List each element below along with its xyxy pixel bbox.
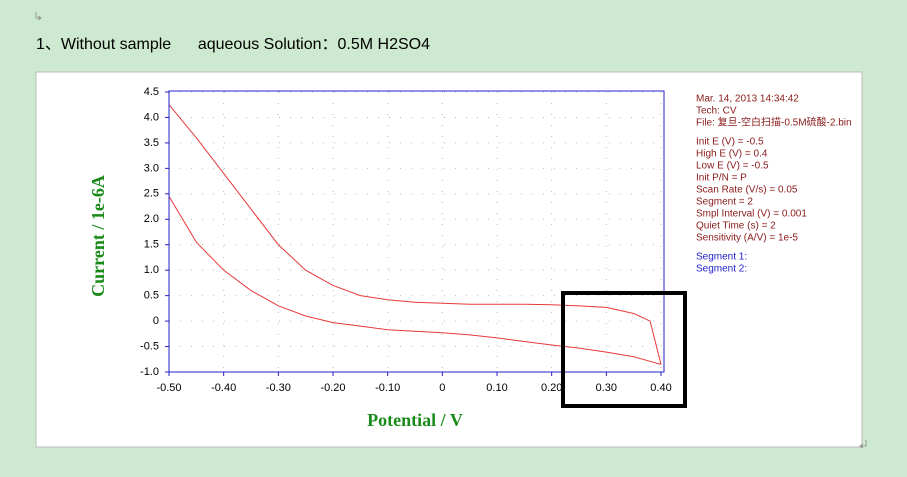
y-tick-label: 1.5 — [144, 239, 159, 251]
info-line: Quiet Time (s) = 2 — [696, 221, 776, 232]
y-tick-label: -0.5 — [140, 340, 159, 352]
info-line: Smpl Interval (V) = 0.001 — [696, 209, 807, 220]
info-line: Scan Rate (V/s) = 0.05 — [696, 185, 798, 196]
y-tick-label: 3.0 — [144, 162, 159, 174]
paragraph-mark — [859, 440, 867, 449]
plot-frame — [168, 90, 665, 373]
x-tick-label: 0.10 — [486, 382, 507, 394]
y-tick-label: 0 — [153, 315, 159, 327]
x-tick-label: -0.20 — [320, 382, 345, 394]
x-tick-label: -0.50 — [156, 382, 181, 394]
x-tick-label: 0.30 — [596, 382, 617, 394]
x-tick-label: 0 — [439, 382, 445, 394]
y-tick-label: 2.5 — [144, 188, 159, 200]
info-line: File: 复旦-空白扫描-0.5M硫酸-2.bin — [696, 116, 852, 129]
y-tick-label: 0.5 — [144, 290, 159, 302]
info-line: Tech: CV — [696, 106, 737, 117]
plot: 4.5 4.0 3.5 3.0 2.5 2.0 1.5 1.0 0.5 0 -0.5 -1.0 -0.5… — [140, 86, 672, 394]
info-line: High E (V) = 0.4 — [696, 149, 768, 160]
info-line: Init P/N = P — [696, 173, 747, 184]
x-axis-label: Potential / V — [367, 410, 463, 430]
y-tick-label: -1.0 — [140, 366, 159, 378]
x-tick-label: -0.10 — [375, 382, 400, 394]
info-line: Low E (V) = -0.5 — [696, 161, 769, 172]
y-tick-label: 2.0 — [144, 213, 159, 225]
legend-label: Segment 2: — [696, 264, 747, 275]
x-tick-label: 0.20 — [541, 382, 562, 394]
x-tick-label: 0.40 — [650, 382, 671, 394]
info-line: Init E (V) = -0.5 — [696, 137, 764, 148]
x-tick-label: -0.40 — [211, 382, 236, 394]
y-axis-label: Current / 1e-6A — [88, 175, 108, 297]
heading: 1、Without sample aqueous Solution：0.5M H… — [36, 36, 430, 53]
y-tick-label: 4.5 — [144, 86, 159, 98]
paragraph-mark — [35, 12, 42, 21]
info-line: Mar. 14, 2013 14:34:42 — [696, 94, 799, 105]
info-line: Segment = 2 — [696, 197, 753, 208]
legend-label: Segment 1: — [696, 252, 747, 263]
y-tick-label: 1.0 — [144, 264, 159, 276]
y-tick-label: 4.0 — [144, 111, 159, 123]
highlight-box — [561, 291, 687, 408]
info-line: Sensitivity (A/V) = 1e-5 — [696, 233, 798, 244]
data-line — [168, 196, 662, 365]
x-tick-label: -0.30 — [266, 382, 291, 394]
chart-box — [35, 71, 863, 448]
data-line — [168, 104, 662, 365]
y-tick-label: 3.5 — [144, 137, 159, 149]
